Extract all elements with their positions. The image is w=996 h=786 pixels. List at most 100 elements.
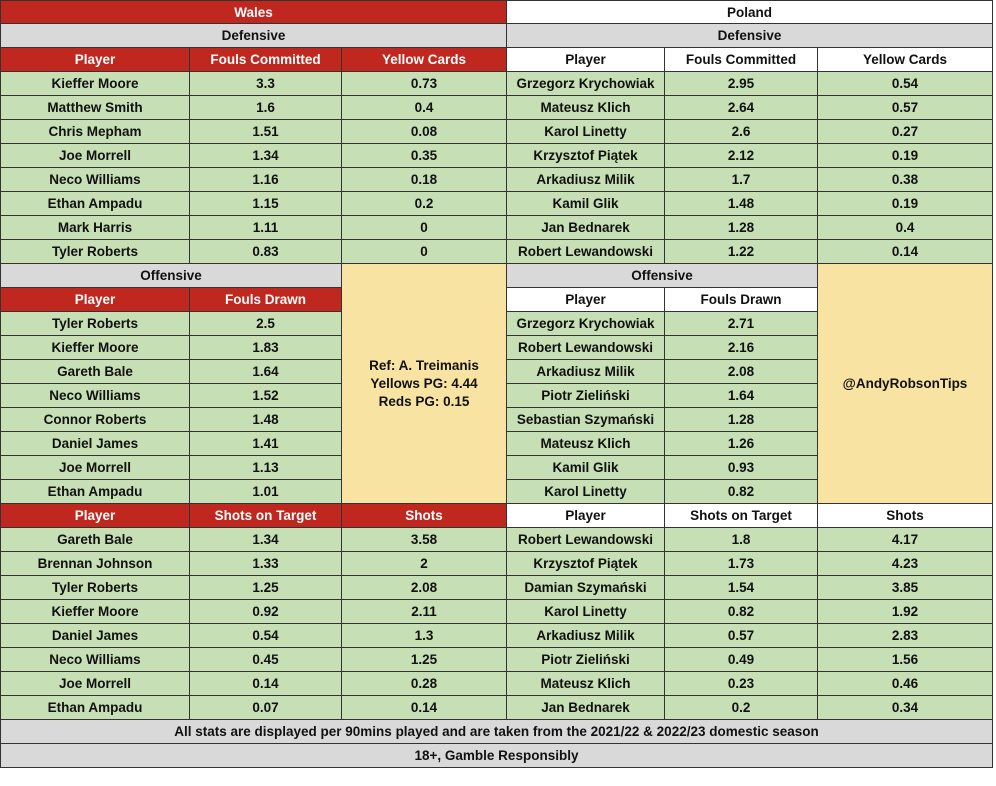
wales-off-fouls-drawn: 1.64: [190, 360, 342, 384]
poland-off-fouls-drawn: 2.71: [665, 312, 818, 336]
poland-shots-player: Krzysztof Piątek: [507, 552, 665, 576]
wales-shots-player: Gareth Bale: [0, 528, 190, 552]
wales-def-fouls: 1.11: [190, 216, 342, 240]
poland-shots-on-target: 0.49: [665, 648, 818, 672]
wales-offensive-block: Offensive Player Fouls Drawn Tyler Rober…: [0, 264, 342, 504]
wales-off-fouls-drawn: 1.52: [190, 384, 342, 408]
poland-off-player: Grzegorz Krychowiak: [507, 312, 665, 336]
poland-def-fouls: 1.48: [665, 192, 818, 216]
wales-shots-total: 2.08: [342, 576, 507, 600]
footer-disclaimer: 18+, Gamble Responsibly: [0, 744, 993, 768]
poland-def-player: Grzegorz Krychowiak: [507, 72, 665, 96]
poland-shots-player: Karol Linetty: [507, 600, 665, 624]
wales-def-player: Tyler Roberts: [0, 240, 190, 264]
table-row: Kieffer Moore 0.92 2.11 Karol Linetty 0.82 1.…: [0, 600, 993, 624]
poland-offensive-body: Grzegorz Krychowiak 2.71 Robert Lewandowsk…: [507, 312, 818, 504]
wales-off-header-fouls-drawn: Fouls Drawn: [190, 288, 342, 312]
table-row: Sebastian Szymański 1.28: [507, 408, 818, 432]
wales-def-yellows: 0.08: [342, 120, 507, 144]
poland-shots-on-target: 0.23: [665, 672, 818, 696]
wales-shots-on-target: 1.33: [190, 552, 342, 576]
table-row: Kieffer Moore 1.83: [0, 336, 342, 360]
wales-def-yellows: 0.4: [342, 96, 507, 120]
wales-def-yellows: 0: [342, 216, 507, 240]
poland-def-header-player: Player: [507, 48, 665, 72]
poland-off-player: Mateusz Klich: [507, 432, 665, 456]
referee-reds: Reds PG: 0.15: [378, 393, 470, 409]
table-row: Neco Williams 1.16 0.18 Arkadiusz Milik 1.7 0…: [0, 168, 993, 192]
poland-def-yellows: 0.57: [818, 96, 993, 120]
footer-note-row: All stats are displayed per 90mins playe…: [0, 720, 993, 744]
poland-off-player: Sebastian Szymański: [507, 408, 665, 432]
poland-def-player: Krzysztof Piątek: [507, 144, 665, 168]
table-row: Mark Harris 1.11 0 Jan Bednarek 1.28 0.4: [0, 216, 993, 240]
stats-sheet: Wales Poland Defensive Defensive Player …: [0, 0, 993, 768]
wales-off-player: Connor Roberts: [0, 408, 190, 432]
poland-shots-player: Jan Bednarek: [507, 696, 665, 720]
wales-shots-on-target: 1.34: [190, 528, 342, 552]
poland-shots-on-target: 1.73: [665, 552, 818, 576]
table-row: Gareth Bale 1.34 3.58 Robert Lewandowski 1.8…: [0, 528, 993, 552]
wales-shots-on-target: 0.14: [190, 672, 342, 696]
wales-shots-on-target: 0.07: [190, 696, 342, 720]
poland-def-fouls: 1.7: [665, 168, 818, 192]
table-row: Kamil Glik 0.93: [507, 456, 818, 480]
wales-def-header-yellows: Yellow Cards: [342, 48, 507, 72]
defensive-header-row: Player Fouls Committed Yellow Cards Play…: [0, 48, 993, 72]
wales-def-yellows: 0: [342, 240, 507, 264]
poland-def-fouls: 2.95: [665, 72, 818, 96]
poland-def-fouls: 1.28: [665, 216, 818, 240]
wales-shots-on-target: 0.92: [190, 600, 342, 624]
wales-def-player: Mark Harris: [0, 216, 190, 240]
table-row: Neco Williams 0.45 1.25 Piotr Zieliński 0.49…: [0, 648, 993, 672]
wales-off-header-player: Player: [0, 288, 190, 312]
poland-def-yellows: 0.14: [818, 240, 993, 264]
poland-off-fouls-drawn: 2.16: [665, 336, 818, 360]
table-row: Chris Mepham 1.51 0.08 Karol Linetty 2.6 0.27: [0, 120, 993, 144]
poland-def-header-fouls: Fouls Committed: [665, 48, 818, 72]
poland-shots-header-shots: Shots: [818, 504, 993, 528]
poland-shots-header-on-target: Shots on Target: [665, 504, 818, 528]
table-row: Joe Morrell 1.34 0.35 Krzysztof Piątek 2.12 0…: [0, 144, 993, 168]
wales-shots-on-target: 0.45: [190, 648, 342, 672]
poland-def-fouls: 2.64: [665, 96, 818, 120]
wales-off-fouls-drawn: 1.01: [190, 480, 342, 504]
poland-shots-total: 1.92: [818, 600, 993, 624]
poland-def-player: Mateusz Klich: [507, 96, 665, 120]
poland-shots-on-target: 0.57: [665, 624, 818, 648]
table-row: Connor Roberts 1.48: [0, 408, 342, 432]
poland-offensive-block: Offensive Player Fouls Drawn Grzegorz Kr…: [507, 264, 818, 504]
wales-shots-on-target: 1.25: [190, 576, 342, 600]
wales-def-yellows: 0.18: [342, 168, 507, 192]
poland-off-fouls-drawn: 2.08: [665, 360, 818, 384]
poland-off-fouls-drawn: 1.64: [665, 384, 818, 408]
defensive-table-body: Kieffer Moore 3.3 0.73 Grzegorz Krychowiak 2…: [0, 72, 993, 264]
table-row: Joe Morrell 1.13: [0, 456, 342, 480]
poland-def-yellows: 0.38: [818, 168, 993, 192]
referee-name: Ref: A. Treimanis: [369, 357, 479, 373]
wales-off-player: Gareth Bale: [0, 360, 190, 384]
wales-shots-total: 1.25: [342, 648, 507, 672]
wales-def-player: Ethan Ampadu: [0, 192, 190, 216]
wales-def-yellows: 0.73: [342, 72, 507, 96]
table-row: Neco Williams 1.52: [0, 384, 342, 408]
wales-shots-player: Tyler Roberts: [0, 576, 190, 600]
wales-offensive-title: Offensive: [0, 264, 342, 288]
table-row: Daniel James 1.41: [0, 432, 342, 456]
poland-shots-player: Robert Lewandowski: [507, 528, 665, 552]
wales-shots-header-shots: Shots: [342, 504, 507, 528]
social-handle: @AndyRobsonTips: [842, 375, 968, 391]
table-row: Ethan Ampadu 1.01: [0, 480, 342, 504]
wales-def-yellows: 0.2: [342, 192, 507, 216]
table-row: Matthew Smith 1.6 0.4 Mateusz Klich 2.64 0.57: [0, 96, 993, 120]
wales-off-fouls-drawn: 1.83: [190, 336, 342, 360]
referee-box: Ref: A. Treimanis Yellows PG: 4.44 Reds …: [342, 264, 507, 504]
poland-shots-total: 1.56: [818, 648, 993, 672]
poland-def-yellows: 0.27: [818, 120, 993, 144]
poland-offensive-title: Offensive: [507, 264, 818, 288]
table-row: Arkadiusz Milik 2.08: [507, 360, 818, 384]
wales-def-fouls: 0.83: [190, 240, 342, 264]
wales-shots-total: 2.11: [342, 600, 507, 624]
table-row: Grzegorz Krychowiak 2.71: [507, 312, 818, 336]
wales-def-player: Matthew Smith: [0, 96, 190, 120]
